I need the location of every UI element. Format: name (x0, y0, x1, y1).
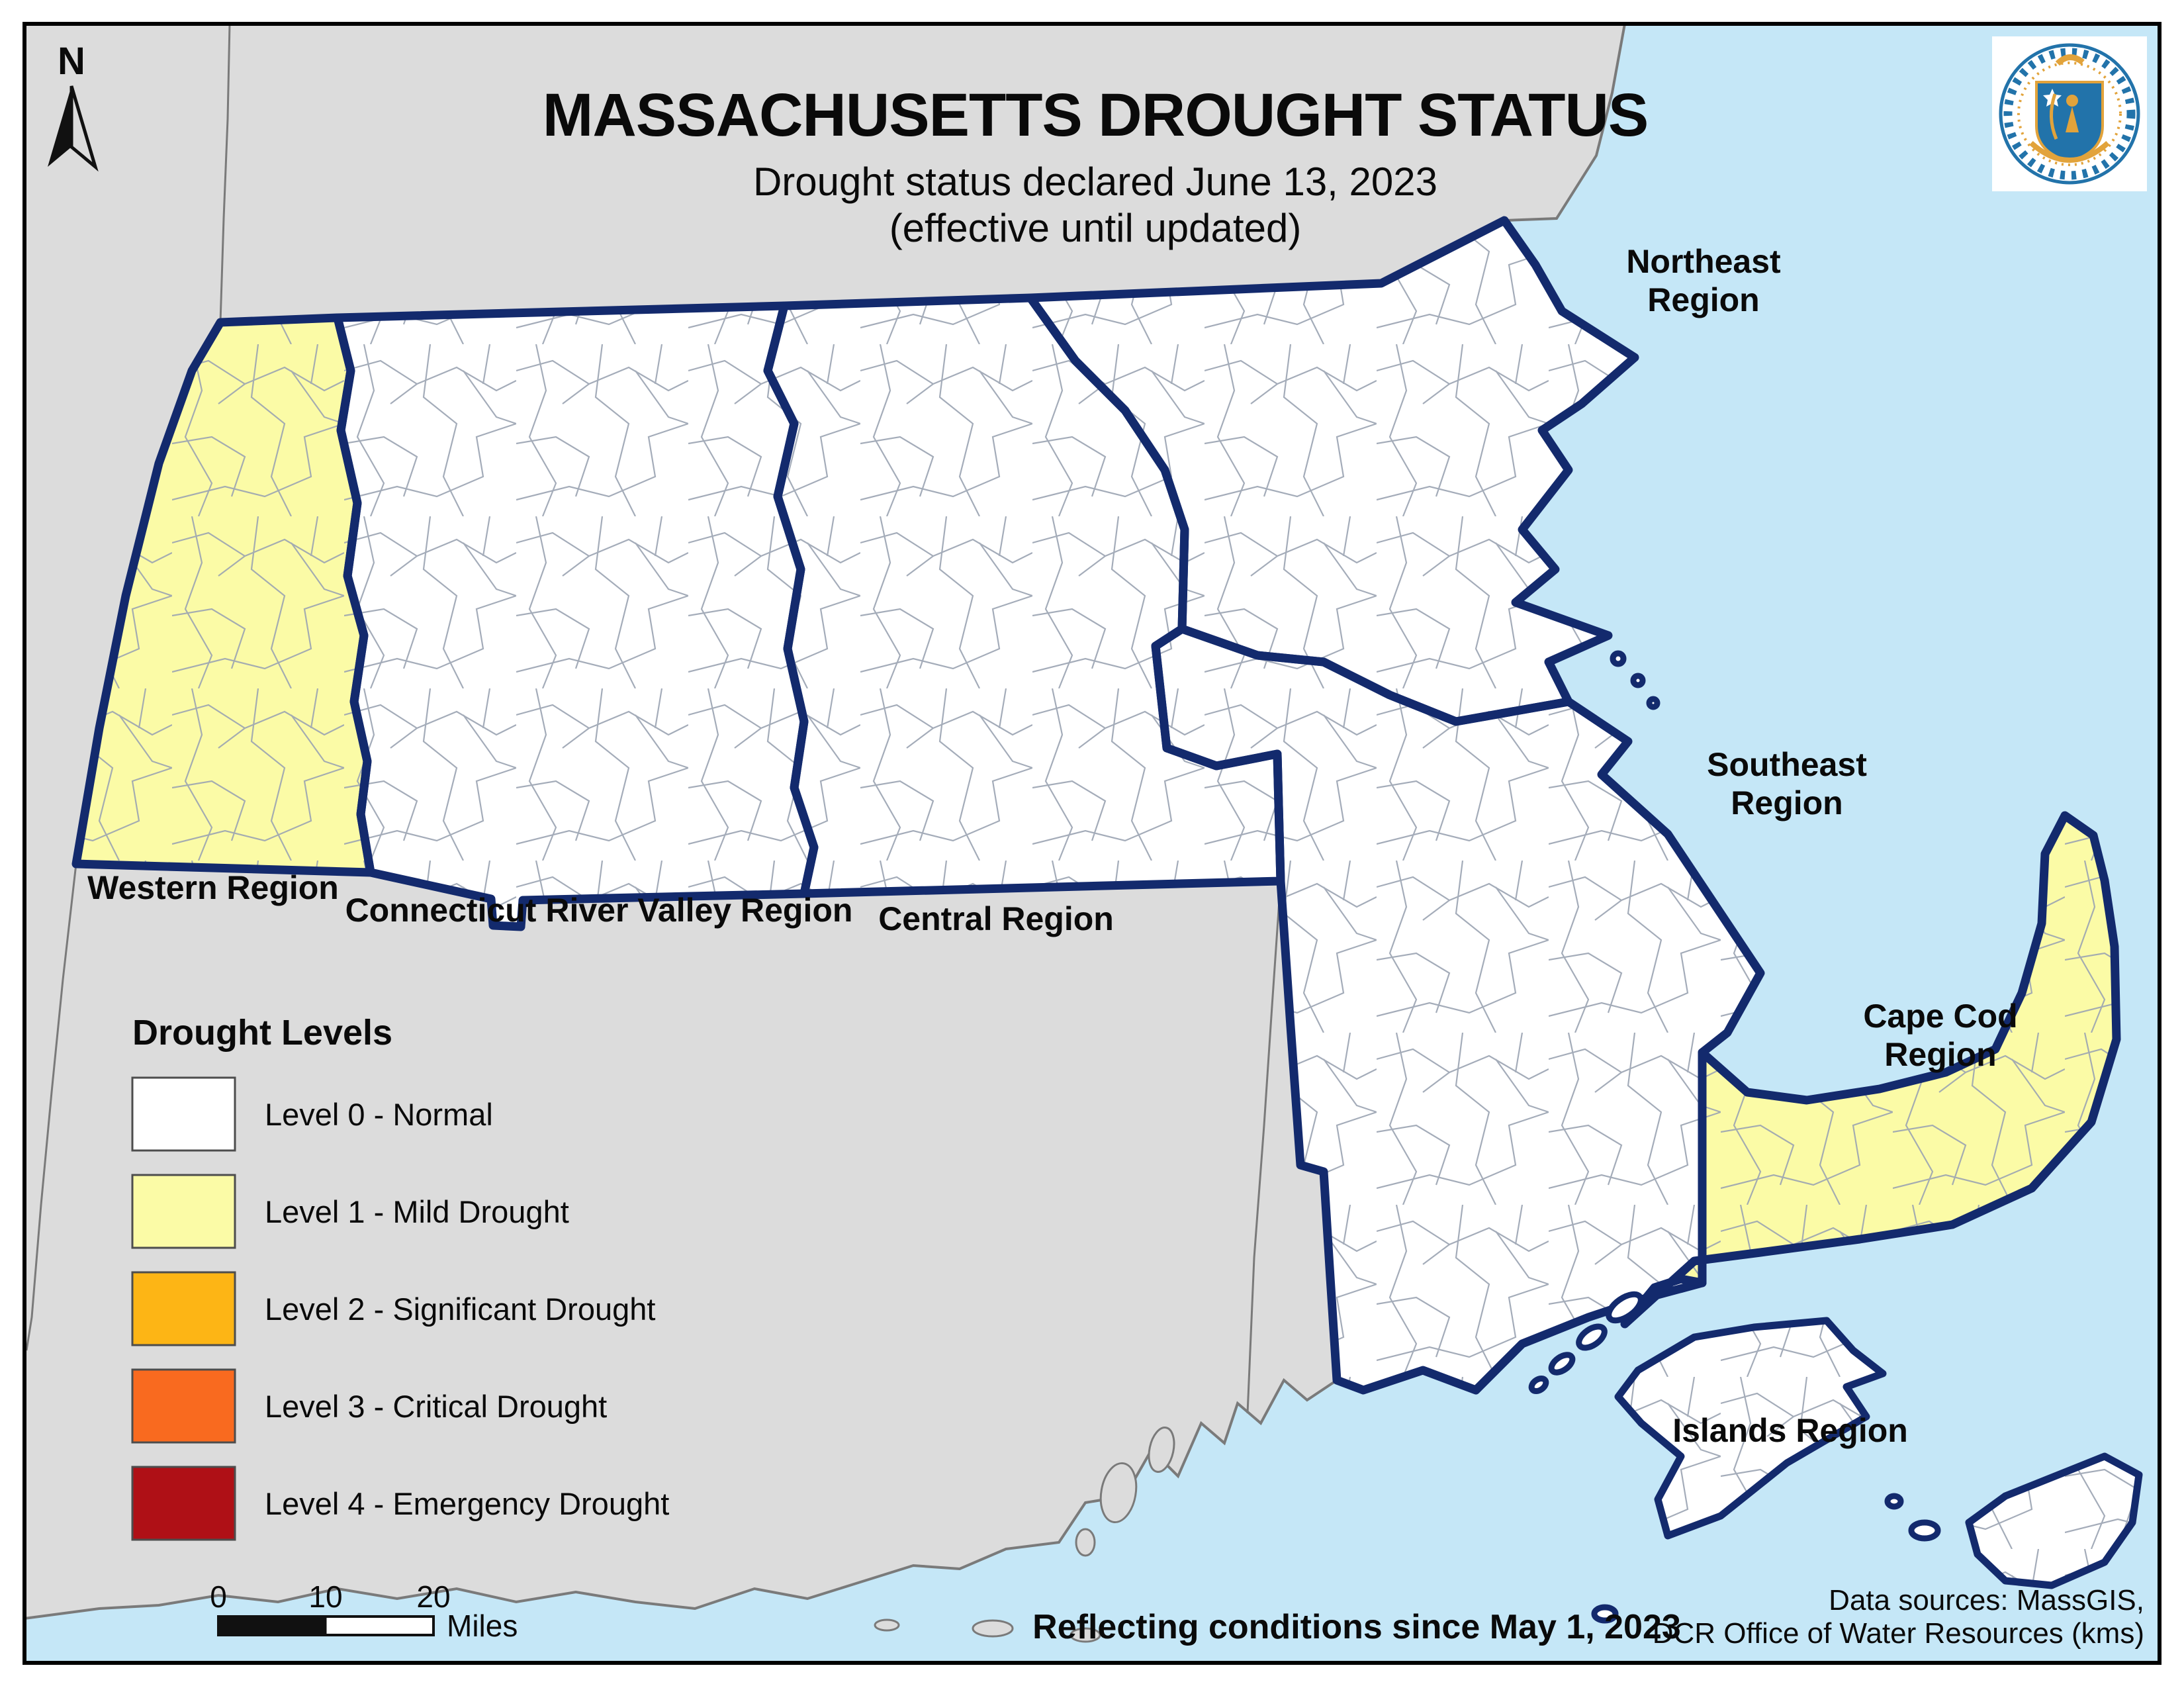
scale-unit: Miles (447, 1609, 518, 1643)
region-islands (1528, 650, 2139, 1624)
legend-label-level1: Level 1 - Mild Drought (265, 1194, 569, 1229)
label-northeast-line1: Northeast (1626, 243, 1781, 280)
legend-label-level3: Level 3 - Critical Drought (265, 1389, 607, 1424)
legend-swatch-level4 (131, 1466, 236, 1541)
scale-tick-0: 0 (210, 1579, 227, 1614)
drought-levels-legend: Drought Levels Level 0 - Normal Level 1 … (131, 1013, 669, 1541)
map-subtitle-line2: (effective until updated) (889, 206, 1302, 250)
data-sources-line2: DCR Office of Water Resources (kms) (1653, 1617, 2144, 1650)
legend-label-level0: Level 0 - Normal (265, 1097, 493, 1132)
label-western: Western Region (87, 869, 339, 906)
legend-label-level4: Level 4 - Emergency Drought (265, 1486, 669, 1521)
legend-swatch-level0 (131, 1076, 236, 1152)
legend-swatch-level3 (131, 1368, 236, 1444)
rhode-island-islands (874, 1427, 1175, 1643)
label-southeast-line2: Region (1731, 784, 1843, 821)
label-southeast-line1: Southeast (1707, 746, 1867, 783)
label-central: Central Region (878, 900, 1114, 937)
scale-tick-10: 10 (308, 1579, 342, 1614)
data-sources-line1: Data sources: MassGIS, (1829, 1584, 2144, 1617)
north-arrow-label: N (58, 40, 85, 83)
label-connecticut-river-valley: Connecticut River Valley Region (345, 892, 853, 929)
legend-title: Drought Levels (132, 1013, 392, 1053)
state-boundary-lines (25, 23, 1282, 1414)
label-islands: Islands Region (1672, 1412, 1908, 1449)
map-subtitle-line1: Drought status declared June 13, 2023 (753, 160, 1437, 204)
legend-swatch-level1 (131, 1174, 236, 1249)
label-cape-cod-line1: Cape Cod (1863, 998, 2017, 1035)
reflecting-conditions-text: Reflecting conditions since May 1, 2023 (1032, 1608, 1681, 1646)
small-islets (1528, 650, 1941, 1624)
legend-label-level2: Level 2 - Significant Drought (265, 1291, 655, 1327)
massachusetts-state-seal-icon (1992, 36, 2147, 191)
label-cape-cod-line2: Region (1884, 1036, 1996, 1073)
north-arrow: N (48, 40, 99, 172)
map-title: MASSACHUSETTS DROUGHT STATUS (543, 81, 1649, 149)
scale-tick-20: 20 (416, 1579, 450, 1614)
legend-swatch-level2 (131, 1271, 236, 1346)
map-frame (23, 22, 2161, 1665)
scale-bar: 0 10 20 Miles (210, 1579, 518, 1643)
label-northeast-line2: Region (1647, 281, 1759, 318)
